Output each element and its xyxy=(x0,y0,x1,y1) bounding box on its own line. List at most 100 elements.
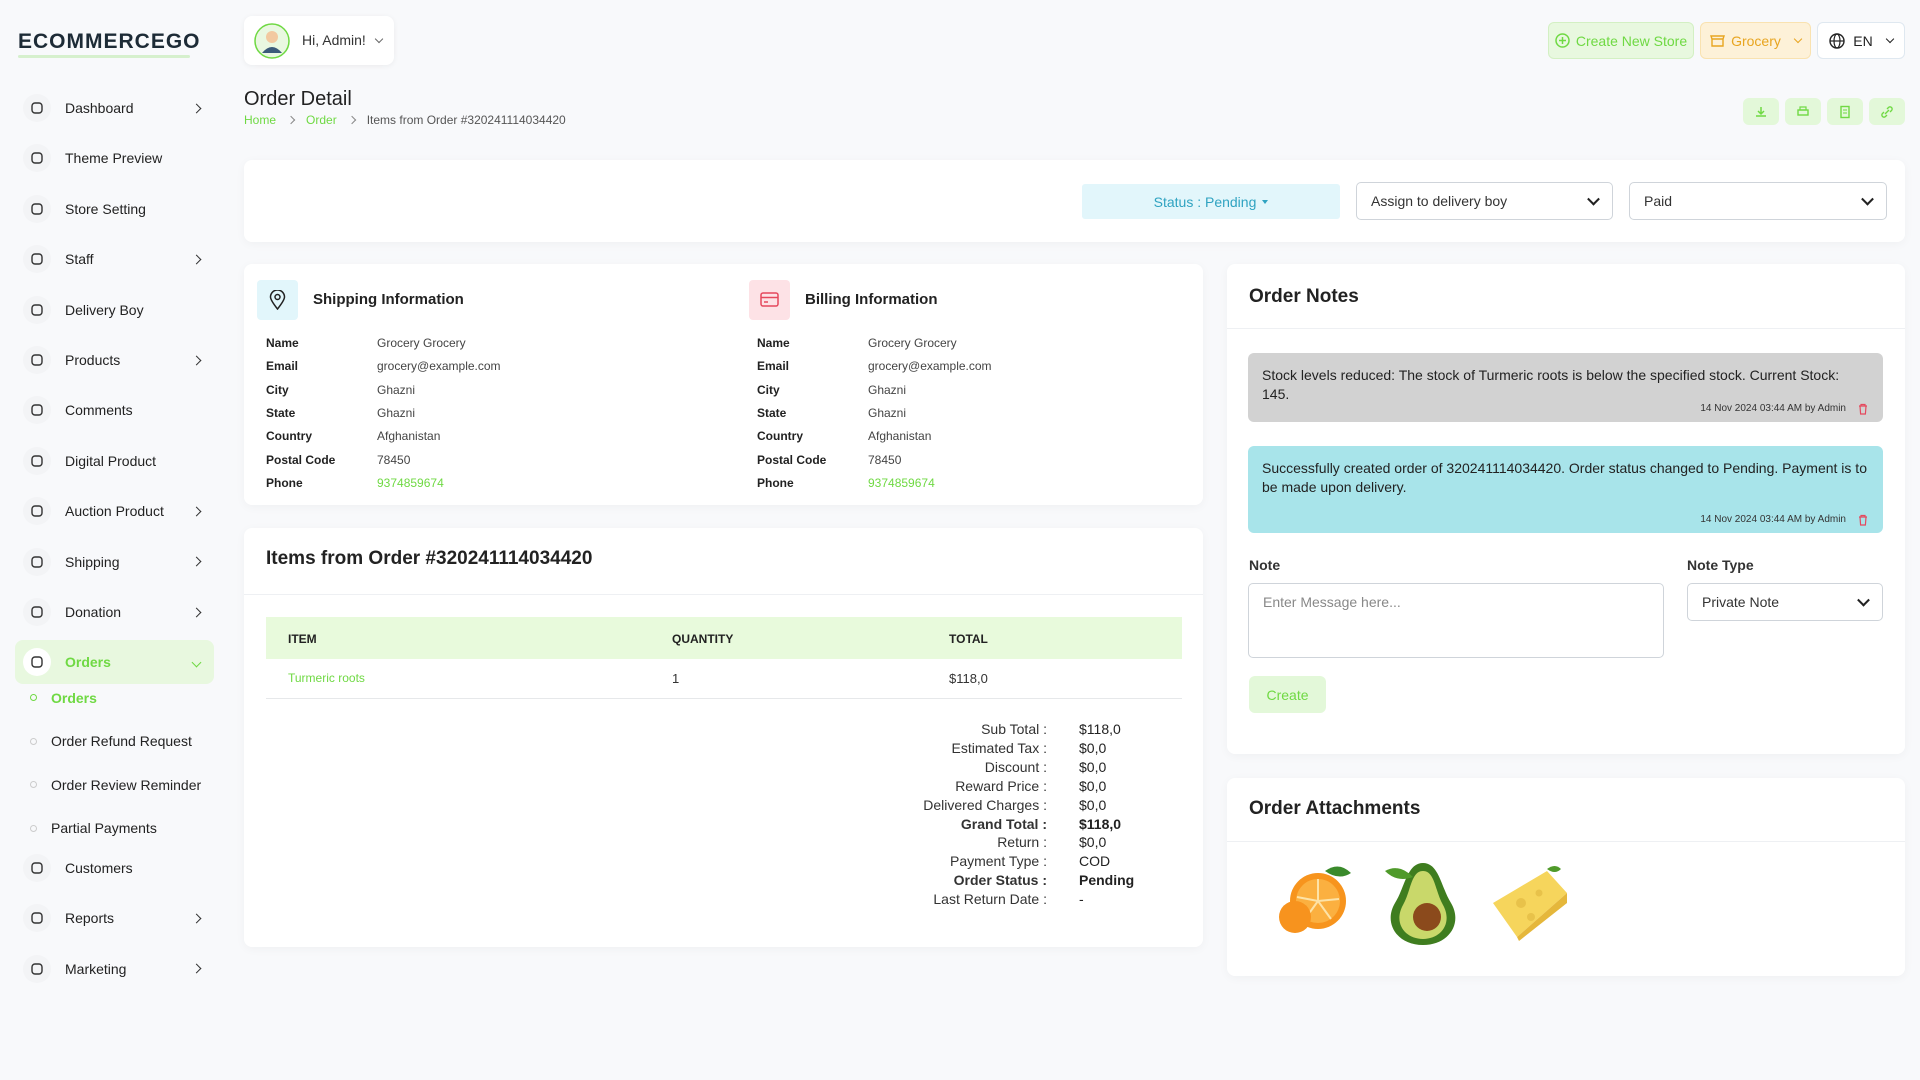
menu-item[interactable]: Staff xyxy=(15,237,214,281)
attachment-avocado[interactable] xyxy=(1377,857,1469,949)
submenu-item[interactable]: Orders xyxy=(30,688,97,708)
user-menu[interactable]: Hi, Admin! xyxy=(244,16,394,65)
menu-icon xyxy=(23,648,51,677)
breadcrumb-item: Items from Order #320241114034420 xyxy=(366,113,566,127)
breadcrumb-item[interactable]: Order xyxy=(306,113,337,127)
sub-dot xyxy=(30,737,37,745)
menu-item[interactable]: Delivery Boy xyxy=(15,288,214,332)
menu-item[interactable]: Theme Preview xyxy=(15,136,214,180)
logo-text: ECOMMERCEGO xyxy=(18,30,201,53)
info-value: Grocery Grocery xyxy=(377,336,466,350)
menu-icon xyxy=(23,954,51,983)
store-switcher[interactable]: Grocery xyxy=(1700,22,1811,59)
menu-item[interactable]: Donation xyxy=(15,590,214,634)
submenu-item[interactable]: Order Review Reminder xyxy=(30,775,201,795)
action-button[interactable] xyxy=(1827,98,1863,125)
status-dropdown[interactable]: Status : Pending xyxy=(1082,184,1340,219)
submenu-label: Order Refund Request xyxy=(51,733,192,750)
info-label: City xyxy=(757,382,780,397)
breadcrumb-sep xyxy=(286,115,296,125)
menu-item[interactable]: Store Setting xyxy=(15,187,214,231)
attachments-card: Order Attachments xyxy=(1227,778,1905,976)
note-type-select[interactable]: Private Note xyxy=(1687,583,1883,621)
info-value: Grocery Grocery xyxy=(868,336,957,350)
info-value: Afghanistan xyxy=(868,429,932,444)
trash-icon xyxy=(1859,514,1867,526)
breadcrumb: Home Order Items from Order #3202411140344… xyxy=(244,113,566,127)
menu-item[interactable]: Comments xyxy=(15,388,214,432)
sub-dot xyxy=(30,694,37,702)
note-meta: 14 Nov 2024 03:44 AM by Admin xyxy=(1700,514,1846,525)
menu-glyph xyxy=(31,404,43,417)
submenu-item[interactable]: Order Refund Request xyxy=(30,731,192,751)
totals xyxy=(244,721,245,722)
menu-label: Comments xyxy=(65,402,133,419)
chevron xyxy=(374,34,384,44)
action-buttons xyxy=(1743,98,1905,125)
menu-label: Orders xyxy=(65,654,111,671)
action-icon xyxy=(1756,106,1766,117)
action-button[interactable] xyxy=(1743,98,1779,125)
attachment-orange[interactable] xyxy=(1273,859,1355,941)
menu-icon xyxy=(23,144,51,173)
menu-item[interactable]: Marketing xyxy=(15,947,214,991)
create-store-button[interactable]: Create New Store xyxy=(1548,22,1694,59)
delete-note[interactable] xyxy=(1857,402,1869,415)
info-value: 78450 xyxy=(868,452,902,467)
payment-select[interactable]: Paid xyxy=(1629,182,1887,220)
menu-glyph xyxy=(31,962,43,975)
menu-icon xyxy=(23,446,51,475)
attachment-cheese[interactable] xyxy=(1487,863,1573,943)
notes-title: Order Notes xyxy=(1249,286,1359,307)
status-card: Status : Pending Assign to delivery boy … xyxy=(244,160,1905,242)
menu-item[interactable]: Auction Product xyxy=(15,489,214,533)
info-value: 9374859674 xyxy=(377,475,444,490)
menu-label: Shipping xyxy=(65,553,120,570)
menu-item[interactable]: Reports xyxy=(15,896,214,940)
column-header: QUANTITY xyxy=(672,632,734,646)
chevron xyxy=(191,963,202,974)
globe-icon xyxy=(1829,32,1845,49)
sidebar: ECOMMERCEGO Dashboard Theme Preview Store … xyxy=(0,0,230,1080)
language-switcher[interactable]: EN xyxy=(1817,22,1905,59)
menu-item[interactable]: Shipping xyxy=(15,540,214,584)
chevron xyxy=(191,254,202,265)
menu-glyph xyxy=(31,303,43,316)
notes-card: Order Notes Note Enter Message here... N… xyxy=(1227,264,1905,754)
total-label: Order Status : xyxy=(953,872,1047,889)
total-label: Last Return Date : xyxy=(933,891,1047,908)
menu-glyph xyxy=(31,253,43,265)
note-type-label: Note Type xyxy=(1687,557,1754,573)
note-textarea[interactable]: Enter Message here... xyxy=(1248,583,1664,658)
greeting: Hi, Admin! xyxy=(302,32,366,48)
breadcrumb-item[interactable]: Home xyxy=(244,113,277,127)
menu-item[interactable]: Customers xyxy=(15,846,214,890)
menu-icon xyxy=(23,94,51,122)
menu-glyph xyxy=(31,505,43,517)
action-button[interactable] xyxy=(1869,98,1905,125)
menu-glyph xyxy=(31,656,43,669)
menu-item[interactable]: Orders xyxy=(15,640,214,685)
info-label: Phone xyxy=(266,475,303,490)
menu-icon xyxy=(23,295,51,324)
delete-note[interactable] xyxy=(1857,513,1869,526)
info-label: Name xyxy=(757,336,790,350)
menu-icon xyxy=(23,904,51,933)
sub-dot xyxy=(30,824,37,832)
create-button[interactable]: Create xyxy=(1249,676,1326,713)
submenu-item[interactable]: Partial Payments xyxy=(30,818,157,838)
billing-icon-box xyxy=(749,280,790,320)
chevron xyxy=(1885,34,1894,43)
menu-item[interactable]: Digital Product xyxy=(15,439,214,483)
menu-item[interactable]: Products xyxy=(15,338,214,382)
breadcrumb-sep xyxy=(347,115,356,125)
menu-item[interactable]: Dashboard xyxy=(15,86,214,130)
action-button[interactable] xyxy=(1785,98,1821,125)
menu-glyph xyxy=(31,555,43,568)
caret xyxy=(1262,199,1269,204)
menu-glyph xyxy=(31,455,43,467)
info-value: Afghanistan xyxy=(377,429,441,444)
delivery-select[interactable]: Assign to delivery boy xyxy=(1356,182,1613,220)
cell[interactable]: Turmeric roots xyxy=(288,671,365,685)
